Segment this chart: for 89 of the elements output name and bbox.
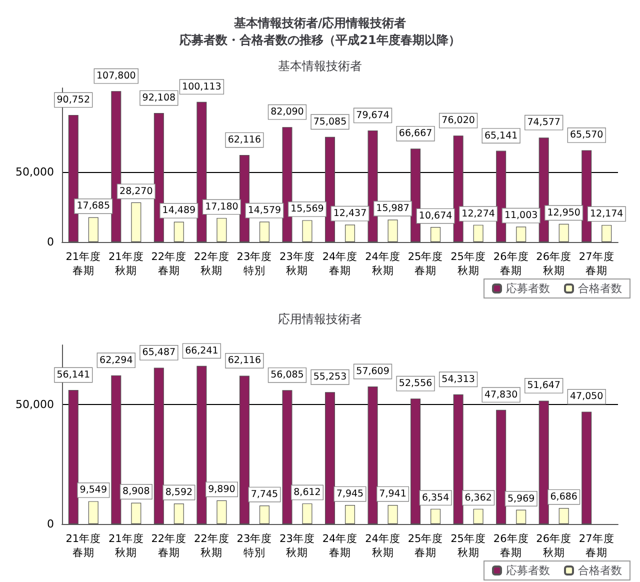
x-tick-label: 27年度春期: [578, 250, 614, 277]
x-tick-label: 21年度秋期: [108, 250, 144, 277]
data-label: 65,141: [484, 130, 518, 142]
data-label: 12,950: [547, 207, 580, 218]
x-tick-label: 25年度春期: [408, 532, 444, 559]
data-label: 47,050: [570, 391, 604, 402]
y-tick-label: 50,000: [16, 398, 54, 412]
data-label: 15,569: [290, 204, 324, 215]
x-tick-label: 25年度春期: [408, 250, 444, 277]
data-label: 9,890: [208, 484, 236, 495]
data-label: 100,113: [182, 81, 222, 92]
data-label: 76,020: [442, 115, 475, 126]
data-label: 11,003: [504, 210, 538, 222]
data-label: 74,577: [527, 117, 560, 128]
x-tick-label: 22年度春期: [151, 250, 187, 277]
data-label: 14,579: [248, 205, 282, 216]
x-tick-label: 22年度秋期: [194, 532, 230, 559]
data-label: 12,174: [590, 208, 624, 220]
y-tick-label: 0: [47, 518, 54, 530]
data-label: 17,180: [205, 201, 238, 212]
data-label: 15,987: [376, 203, 410, 214]
data-label: 7,745: [250, 489, 278, 500]
data-label: 6,686: [550, 492, 578, 503]
x-tick-label: 23年度秋期: [280, 250, 315, 277]
data-label: 47,830: [484, 389, 518, 400]
data-label: 82,090: [270, 106, 304, 118]
x-tick-label: 23年度特別: [236, 532, 272, 559]
data-label: 5,969: [507, 493, 535, 504]
data-label: 66,241: [185, 345, 218, 356]
data-label: 54,313: [442, 374, 475, 385]
data-label: 75,085: [313, 116, 347, 128]
x-tick-label: 25年度秋期: [450, 250, 486, 277]
data-label: 62,294: [100, 354, 133, 366]
data-label: 65,570: [570, 130, 604, 141]
data-label: 90,752: [56, 94, 90, 106]
x-tick-label: 26年度春期: [493, 250, 529, 277]
chart-subtitle: 応募者数・合格者数の推移（平成21年度春期以降）: [178, 33, 460, 47]
legend-label: 応募者数: [506, 282, 550, 295]
legend-label: 合格者数: [578, 564, 622, 577]
data-label: 28,270: [120, 186, 153, 197]
x-tick-label: 23年度特別: [236, 250, 272, 277]
chart-title: 基本情報技術者/応用情報技術者: [232, 16, 406, 30]
x-tick-label: 21年度春期: [66, 250, 102, 277]
x-tick-label: 24年度秋期: [365, 532, 400, 559]
x-tick-label: 24年度春期: [322, 532, 358, 559]
data-label: 9,549: [80, 484, 107, 496]
chart-title: 応用情報技術者: [278, 312, 362, 326]
data-label: 12,274: [462, 208, 495, 220]
data-label: 6,354: [422, 492, 450, 504]
x-tick-label: 23年度秋期: [280, 532, 315, 559]
text: 基本情報技術者: [278, 59, 362, 73]
y-tick-label: 0: [47, 236, 54, 248]
x-tick-label: 25年度秋期: [450, 532, 486, 559]
data-label: 79,674: [356, 110, 390, 121]
data-label: 56,141: [56, 370, 90, 381]
data-label: 6,362: [464, 492, 492, 504]
data-label: 66,667: [398, 128, 432, 140]
data-label: 12,437: [333, 208, 367, 220]
data-label: 14,489: [162, 205, 196, 216]
data-label: 55,253: [313, 372, 347, 383]
x-tick-label: 27年度春期: [578, 532, 614, 559]
x-tick-label: 26年度秋期: [536, 532, 572, 559]
y-tick-label: 50,000: [16, 166, 54, 178]
legend-label: 合格者数: [578, 282, 622, 295]
data-label: 8,592: [165, 486, 193, 498]
data-label: 51,647: [527, 380, 560, 392]
x-tick-label: 22年度春期: [151, 532, 187, 559]
data-label: 17,685: [76, 200, 110, 212]
x-tick-label: 24年度秋期: [365, 250, 400, 277]
data-label: 107,800: [96, 70, 136, 82]
data-label: 52,556: [398, 378, 432, 390]
legend-label: 応募者数: [506, 564, 550, 577]
x-tick-label: 22年度秋期: [194, 250, 230, 277]
x-tick-label: 26年度秋期: [536, 250, 572, 277]
x-tick-label: 21年度秋期: [108, 532, 144, 559]
data-label: 92,108: [142, 92, 176, 104]
data-label: 8,612: [294, 486, 321, 498]
data-label: 65,487: [142, 347, 176, 358]
data-label: 8,908: [122, 486, 150, 498]
x-tick-label: 21年度春期: [66, 532, 102, 559]
x-tick-label: 26年度春期: [493, 532, 529, 559]
data-label: 56,085: [270, 370, 304, 381]
data-label: 62,116: [228, 134, 262, 146]
data-label: 57,609: [356, 366, 390, 378]
data-label: 62,116: [228, 355, 262, 366]
data-label: 7,941: [379, 488, 406, 500]
data-label: 10,674: [418, 210, 452, 222]
data-label: 7,945: [336, 488, 364, 500]
x-tick-label: 24年度春期: [322, 250, 358, 277]
